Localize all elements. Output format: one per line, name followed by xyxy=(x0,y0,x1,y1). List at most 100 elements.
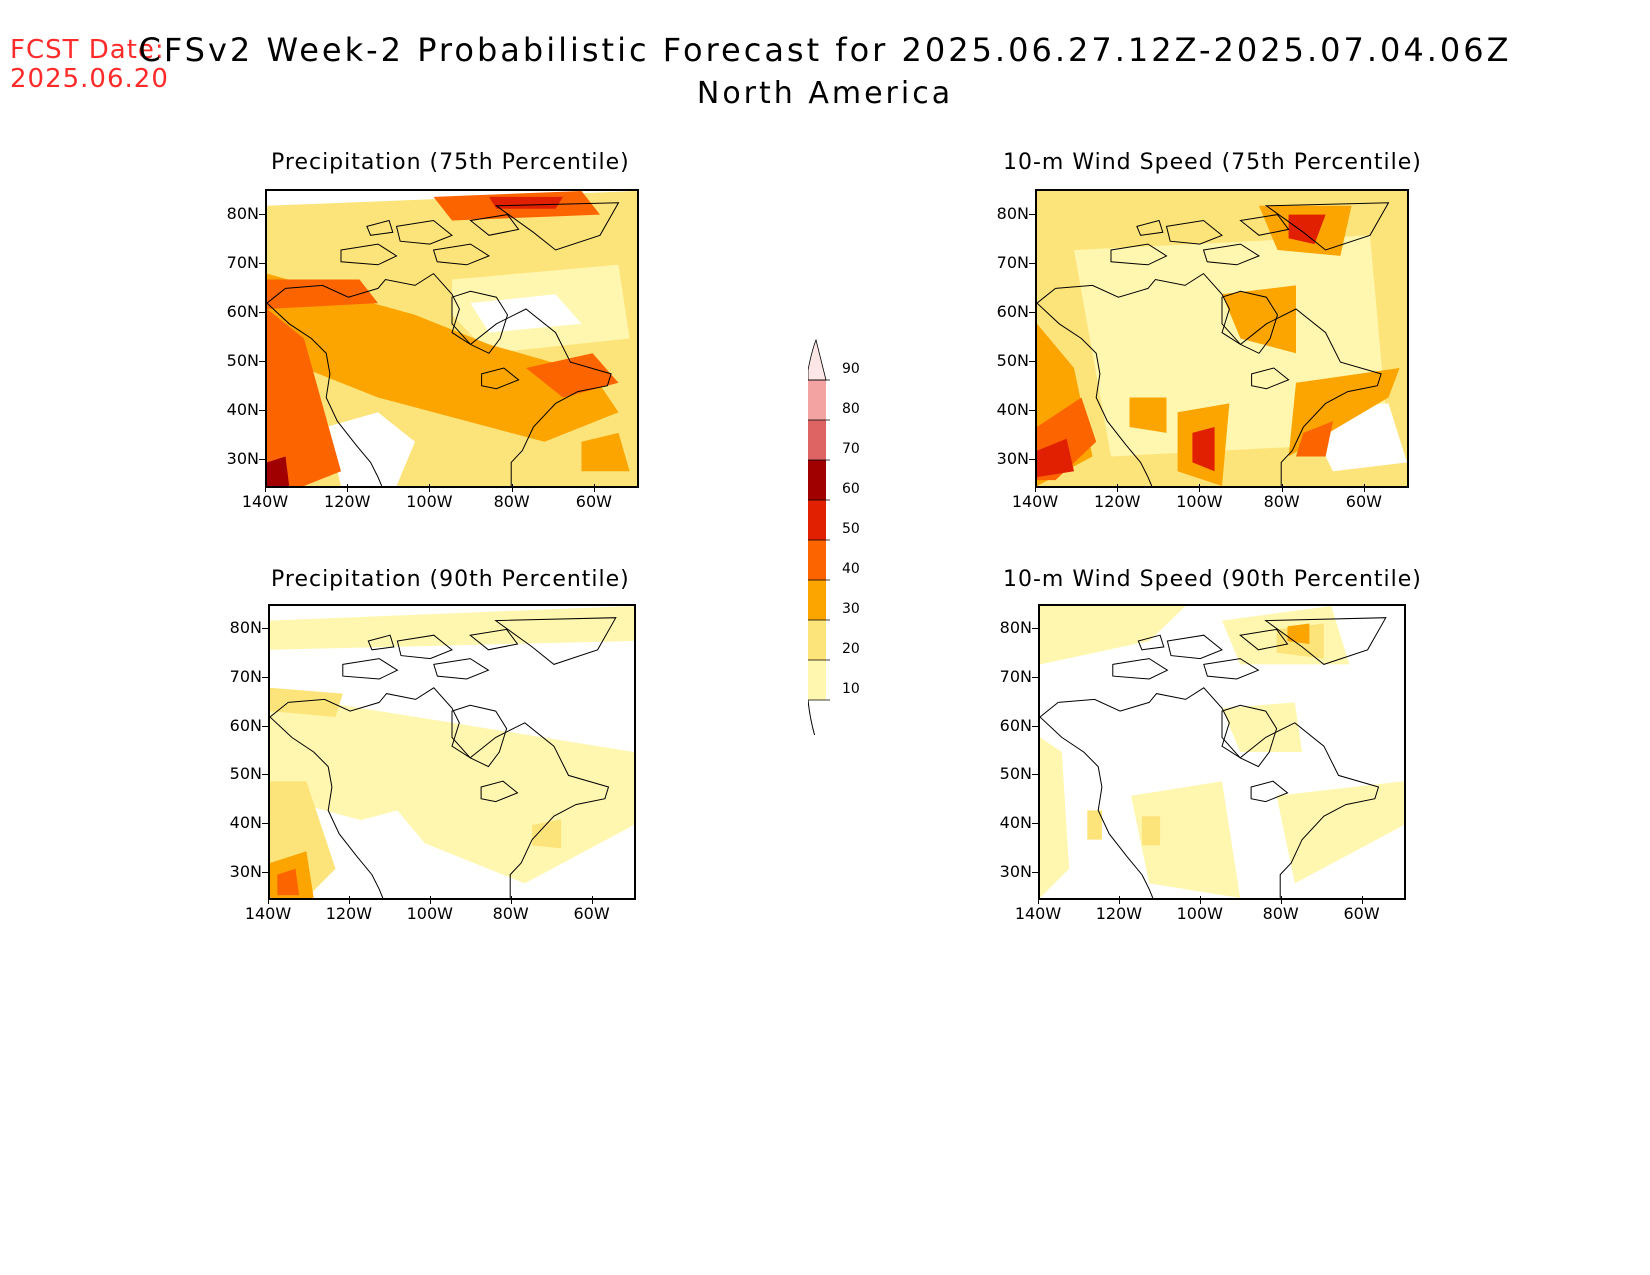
arctic-island-outline xyxy=(494,202,620,251)
coastline xyxy=(285,272,612,486)
lat-tick-mark xyxy=(259,213,267,215)
lon-tick-mark xyxy=(1118,896,1120,904)
colorbar-swatch xyxy=(808,540,826,580)
colorbar-label: 50 xyxy=(842,521,860,537)
probability-contour-fill xyxy=(526,353,619,398)
arctic-island-outline xyxy=(469,628,519,651)
lat-tick-mark xyxy=(1029,262,1037,264)
lat-tick-label: 60N xyxy=(226,301,259,321)
arctic-island-outline xyxy=(340,243,398,266)
lon-tick-mark xyxy=(1281,484,1283,492)
lon-tick-label: 120W xyxy=(1095,904,1143,923)
colorbar: 10 20 30 40 50 60 70 80 90 xyxy=(807,335,868,741)
lat-tick-mark xyxy=(262,628,270,630)
lat-tick-mark xyxy=(1029,213,1037,215)
colorbar-swatch xyxy=(808,620,826,660)
lat-tick-label: 40N xyxy=(229,813,262,832)
region-subtitle: North America xyxy=(696,76,954,111)
colorbar-label: 70 xyxy=(842,441,860,457)
map-frame xyxy=(265,189,639,488)
lon-tick-mark xyxy=(268,896,269,904)
colorbar-swatch xyxy=(808,380,826,420)
lon-tick-label: 120W xyxy=(1094,492,1141,511)
arctic-island-outline xyxy=(1136,219,1164,236)
map-svg xyxy=(1040,606,1404,898)
coastline xyxy=(1055,272,1382,486)
lon-tick-mark xyxy=(591,896,593,904)
probability-contour-fill xyxy=(1222,702,1303,752)
lat-tick-label: 70N xyxy=(229,667,262,686)
colorbar-label: 20 xyxy=(842,641,860,657)
lon-tick-mark xyxy=(429,484,431,492)
lat-tick-label: 40N xyxy=(226,400,259,420)
lon-tick-mark xyxy=(1280,896,1282,904)
lat-tick-mark xyxy=(1032,774,1040,776)
panel-title: 10-m Wind Speed (90th Percentile) xyxy=(1003,567,1422,592)
lon-tick-label: 120W xyxy=(325,904,373,923)
probability-contour-fill xyxy=(1037,438,1074,478)
lat-tick-mark xyxy=(262,677,270,678)
arctic-island-outline xyxy=(1137,634,1165,651)
colorbar-swatch xyxy=(808,500,826,540)
arctic-island-outline xyxy=(432,243,491,266)
lat-tick-mark xyxy=(1032,725,1040,727)
probability-contour-fill xyxy=(267,273,619,442)
panel-title: Precipitation (75th Percentile) xyxy=(271,150,630,175)
lon-tick-mark xyxy=(1199,484,1201,492)
great-lakes-outline xyxy=(1251,367,1290,390)
lon-tick-label: 140W xyxy=(1014,904,1062,923)
map-svg xyxy=(1037,191,1407,486)
arctic-island-outline xyxy=(1165,219,1223,245)
fcst-date-value: 2025.06.20 xyxy=(10,64,169,94)
arctic-island-outline xyxy=(1110,243,1168,266)
lon-tick-label: 80W xyxy=(493,492,530,511)
lon-tick-label: 140W xyxy=(1011,492,1059,511)
probability-contour-fill xyxy=(1276,781,1404,884)
probability-contour-fill xyxy=(489,196,563,209)
lon-tick-label: 100W xyxy=(406,904,453,923)
map-frame xyxy=(268,604,636,900)
lat-tick-mark xyxy=(1029,459,1037,461)
colorbar-label: 10 xyxy=(842,681,860,697)
probability-contour-fill xyxy=(267,309,341,486)
colorbar-upper-cap xyxy=(807,338,827,381)
probability-contour-fill xyxy=(1296,421,1333,457)
panel-title: Precipitation (90th Percentile) xyxy=(271,567,630,592)
lat-tick-mark xyxy=(259,459,267,461)
colorbar-swatch xyxy=(808,420,826,460)
lat-tick-mark xyxy=(262,871,270,873)
fcst-date-label: FCST Date: xyxy=(10,35,165,65)
probability-contour-fill xyxy=(1131,781,1241,898)
colorbar-lower-cap xyxy=(807,699,817,741)
lon-tick-mark xyxy=(348,896,350,904)
lat-tick-mark xyxy=(1029,361,1037,363)
panel-title: 10-m Wind Speed (75th Percentile) xyxy=(1003,150,1422,175)
arctic-island-outline xyxy=(395,219,453,245)
probability-contour-fill xyxy=(532,819,562,849)
probability-contour-fill xyxy=(1129,397,1167,433)
colorbar-label: 90 xyxy=(842,361,860,377)
map-svg xyxy=(270,606,634,898)
hudson-bay-outline xyxy=(451,704,508,768)
arctic-island-outline xyxy=(494,617,617,665)
lon-tick-mark xyxy=(511,484,513,492)
lon-tick-mark xyxy=(1361,896,1363,904)
arctic-island-outline xyxy=(1202,243,1261,266)
lat-tick-label: 70N xyxy=(996,252,1029,272)
lat-tick-mark xyxy=(262,725,270,727)
probability-contour-fill xyxy=(267,279,378,309)
probability-contour-fill xyxy=(1287,623,1310,644)
probability-contour-fill xyxy=(270,687,343,717)
probability-contour-fill xyxy=(1040,737,1070,898)
lon-tick-label: 140W xyxy=(244,904,292,923)
lon-tick-label: 120W xyxy=(324,492,371,511)
colorbar-swatch xyxy=(808,580,826,620)
probability-contour-fill xyxy=(342,810,434,898)
colorbar-label: 60 xyxy=(842,481,860,497)
arctic-island-outline xyxy=(1239,628,1289,651)
colorbar-swatch xyxy=(808,660,826,700)
lat-tick-label: 80N xyxy=(996,203,1029,223)
probability-contour-fill xyxy=(326,412,415,486)
probability-contour-fill xyxy=(1087,810,1102,840)
lat-tick-label: 50N xyxy=(229,764,262,784)
